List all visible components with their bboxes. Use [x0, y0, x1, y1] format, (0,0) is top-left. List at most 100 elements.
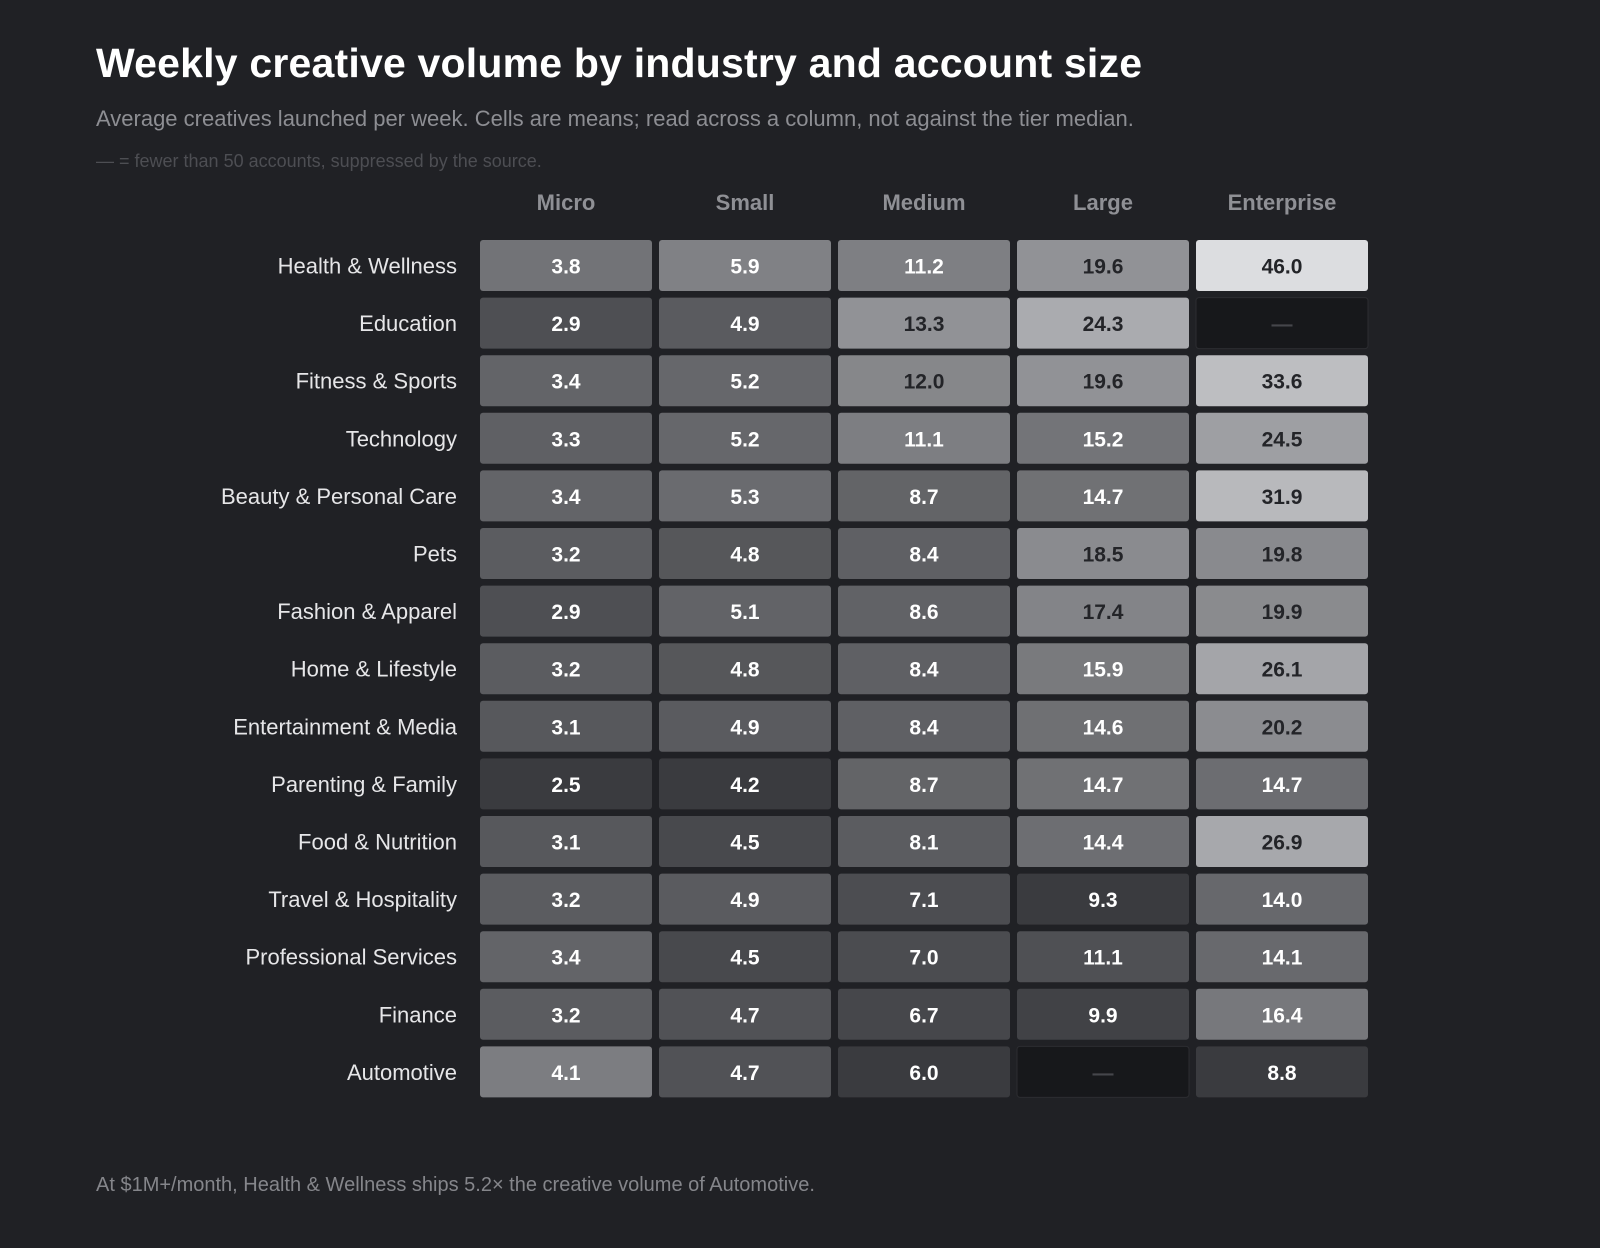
cell-value-label: —	[1272, 313, 1293, 336]
row-label: Travel & Hospitality	[268, 887, 457, 912]
cell-value-label: 2.9	[551, 313, 580, 336]
cell-value-label: 3.3	[551, 428, 580, 451]
heatmap-cell	[838, 873, 1010, 925]
heatmap-cell	[1017, 873, 1189, 925]
heatmap-cell	[1017, 643, 1189, 695]
heatmap-cell	[1017, 816, 1189, 867]
heatmap-cell	[1196, 816, 1368, 867]
cell-value-label: 8.4	[909, 716, 939, 739]
cell-value-label: 4.9	[730, 313, 759, 336]
heatmap-cell	[1196, 643, 1368, 695]
heatmap-cell	[1017, 297, 1189, 349]
cell-value-label: 9.3	[1088, 889, 1117, 912]
heatmap-cell	[1196, 412, 1368, 464]
heatmap-cell	[1196, 585, 1368, 637]
heatmap-cell	[838, 758, 1010, 810]
heatmap-cell	[659, 758, 831, 810]
heatmap-cell	[1017, 758, 1189, 810]
cell-value-label: 11.1	[904, 428, 944, 451]
cell-value-label: 46.0	[1262, 256, 1303, 279]
heatmap-cell	[480, 297, 652, 349]
cell-value-label: 3.4	[551, 947, 581, 970]
cell-value-label: 5.9	[730, 256, 759, 279]
heatmap-cell	[1196, 873, 1368, 925]
heatmap-cell	[1017, 988, 1189, 1040]
heatmap-cell	[659, 988, 831, 1040]
cell-value-label: 26.9	[1262, 832, 1303, 855]
heatmap-cell	[480, 643, 652, 695]
cell-value-label: 7.1	[909, 889, 939, 912]
heatmap-cell	[838, 1046, 1010, 1098]
cell-value-label: 4.2	[730, 774, 759, 797]
chart-title: Weekly creative volume by industry and a…	[96, 40, 1143, 86]
cell-value-label: 3.4	[551, 486, 581, 509]
cell-value-label: 14.7	[1262, 774, 1303, 797]
cell-value-label: 12.0	[904, 371, 945, 394]
cell-value-label: 2.9	[551, 601, 580, 624]
heatmap-cell	[659, 528, 831, 579]
heatmap-cell	[838, 585, 1010, 637]
column-header-medium: Medium	[882, 190, 965, 215]
cell-value-label: 3.1	[551, 716, 581, 739]
cell-value-label: 4.5	[730, 832, 760, 855]
heatmap-cell	[838, 412, 1010, 464]
row-label: Professional Services	[245, 945, 457, 970]
cell-value-label: 11.2	[904, 256, 944, 279]
heatmap-cell	[1196, 528, 1368, 579]
row-label: Fitness & Sports	[296, 369, 457, 394]
heatmap-cell	[659, 585, 831, 637]
heatmap-cell	[659, 700, 831, 752]
cell-value-label: 24.3	[1083, 313, 1124, 336]
cell-value-label: 13.3	[904, 313, 945, 336]
heatmap-cell	[838, 643, 1010, 695]
cell-value-label: 24.5	[1262, 428, 1303, 451]
heatmap-cell	[1017, 355, 1189, 407]
heatmap-cell	[1196, 355, 1368, 407]
row-label: Entertainment & Media	[233, 714, 458, 739]
row-label: Food & Nutrition	[298, 830, 457, 855]
heatmap-cell	[1017, 412, 1189, 464]
cell-value-label: 5.1	[730, 601, 760, 624]
chart-subtitle: Average creatives launched per week. Cel…	[96, 106, 1134, 131]
heatmap-cell	[659, 873, 831, 925]
cell-value-label: 19.6	[1083, 256, 1124, 279]
cell-value-label: 15.2	[1083, 428, 1124, 451]
heatmap-cell	[1196, 758, 1368, 810]
heatmap-cell	[1017, 528, 1189, 579]
cell-value-label: 4.9	[730, 716, 759, 739]
heatmap-cell	[838, 988, 1010, 1040]
cell-value-label: 4.8	[730, 659, 760, 682]
heatmap-cell	[480, 816, 652, 867]
row-label: Health & Wellness	[278, 254, 457, 279]
heatmap-cell	[480, 585, 652, 637]
heatmap-cell	[659, 1046, 831, 1098]
cell-value-label: 14.0	[1262, 889, 1303, 912]
cell-value-label: 2.5	[551, 774, 581, 797]
heatmap-cell	[480, 873, 652, 925]
cell-value-label: 4.9	[730, 889, 759, 912]
heatmap-cell	[480, 758, 652, 810]
column-header-micro: Micro	[537, 190, 596, 215]
heatmap-cell	[1196, 988, 1368, 1040]
cell-value-label: 14.7	[1083, 486, 1124, 509]
heatmap-cell	[480, 988, 652, 1040]
row-label: Technology	[346, 426, 457, 451]
heatmap-cell	[659, 412, 831, 464]
cell-value-label: 8.7	[909, 774, 938, 797]
row-label: Fashion & Apparel	[277, 599, 457, 624]
cell-value-label: 8.7	[909, 486, 938, 509]
heatmap-cell	[659, 240, 831, 291]
heatmap-cell	[1196, 470, 1368, 522]
cell-value-label: 3.2	[551, 1004, 580, 1027]
heatmap-cell	[659, 816, 831, 867]
heatmap-cell	[1017, 700, 1189, 752]
heatmap-cell	[480, 700, 652, 752]
heatmap-cell	[1017, 240, 1189, 291]
cell-value-label: 14.7	[1083, 774, 1124, 797]
heatmap-cell	[480, 931, 652, 983]
heatmap-cell-missing	[1195, 297, 1369, 350]
cell-value-label: 3.1	[551, 832, 581, 855]
row-label: Beauty & Personal Care	[221, 484, 457, 509]
suppression-note: — = fewer than 50 accounts, suppressed b…	[96, 151, 542, 171]
